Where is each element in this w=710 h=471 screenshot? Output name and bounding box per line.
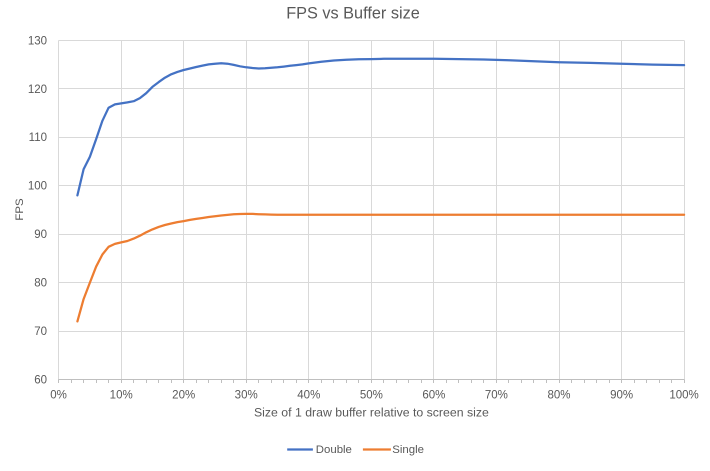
svg-text:110: 110	[29, 132, 47, 144]
svg-text:FPS: FPS	[14, 198, 26, 221]
svg-text:70: 70	[34, 326, 47, 338]
svg-text:80%: 80%	[547, 389, 570, 401]
svg-text:40%: 40%	[297, 389, 320, 401]
svg-text:90: 90	[34, 229, 47, 241]
svg-text:10%: 10%	[110, 389, 133, 401]
svg-text:20%: 20%	[172, 389, 195, 401]
svg-text:Size of 1 draw buffer relative: Size of 1 draw buffer relative to screen…	[254, 406, 489, 420]
svg-text:0%: 0%	[50, 389, 67, 401]
svg-text:Single: Single	[392, 444, 424, 456]
svg-text:100%: 100%	[669, 389, 698, 401]
svg-text:100: 100	[28, 181, 47, 193]
svg-text:130: 130	[28, 35, 47, 47]
svg-text:30%: 30%	[235, 389, 258, 401]
svg-text:FPS vs Buffer size: FPS vs Buffer size	[286, 4, 420, 22]
svg-text:60: 60	[34, 374, 47, 386]
svg-text:80: 80	[34, 278, 47, 290]
svg-text:60%: 60%	[422, 389, 445, 401]
svg-text:120: 120	[28, 84, 47, 96]
svg-text:50%: 50%	[360, 389, 383, 401]
svg-text:90%: 90%	[610, 389, 633, 401]
svg-text:Double: Double	[316, 444, 352, 456]
svg-text:70%: 70%	[485, 389, 508, 401]
